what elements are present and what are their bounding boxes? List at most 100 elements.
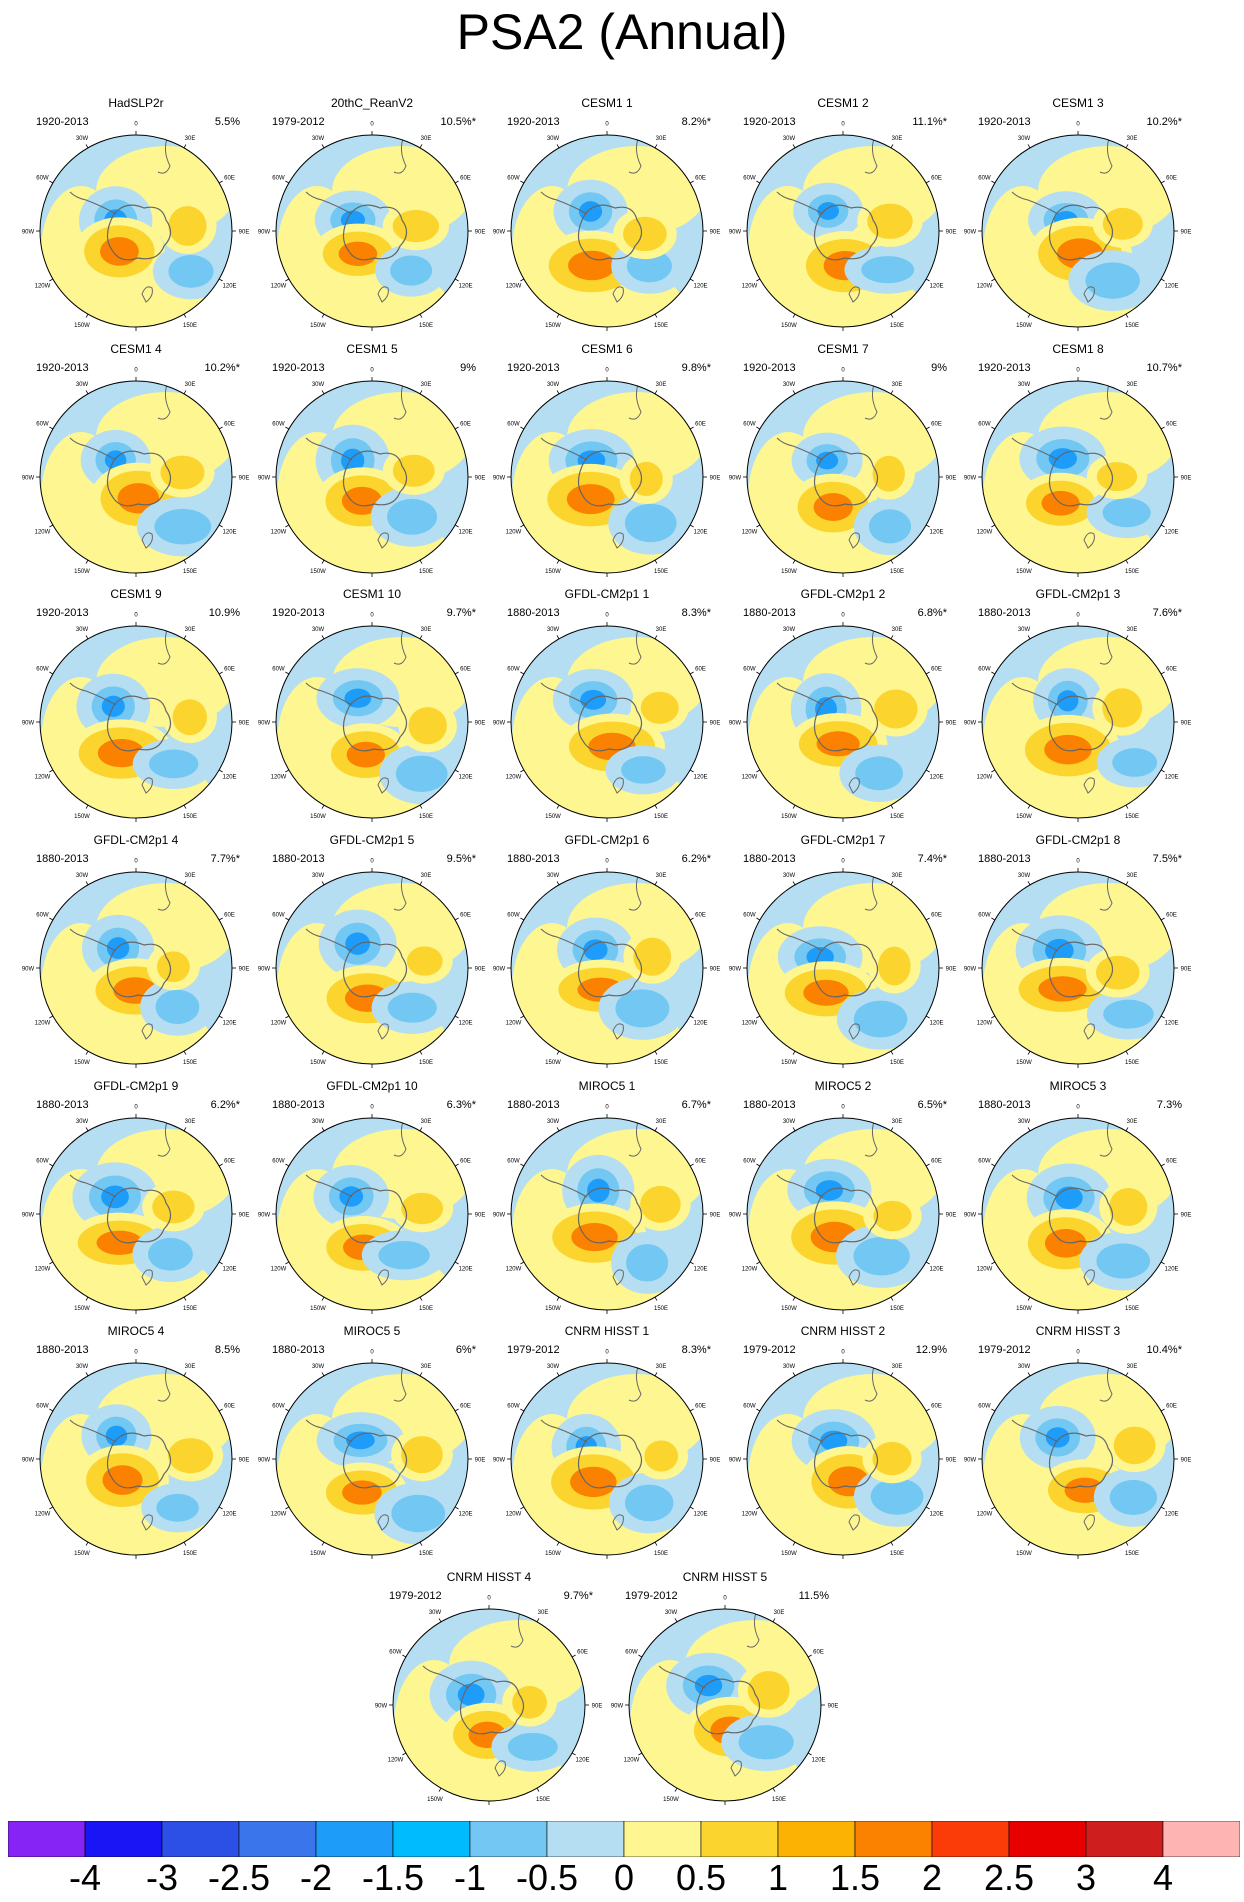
- negative-anomaly: [390, 255, 433, 286]
- lon-label: 90E: [828, 1704, 839, 1710]
- lon-label: 60E: [1166, 1404, 1177, 1410]
- lon-label: 60E: [1166, 422, 1177, 428]
- lon-tick: [674, 1618, 678, 1623]
- negative-anomaly: [853, 1236, 910, 1276]
- lon-label: 90E: [475, 1458, 486, 1464]
- panel-title: GFDL-CM2p1 7: [800, 833, 886, 847]
- map-panel: 030E60E90E120E150E180150W120W90W60W30WMI…: [960, 1079, 1196, 1317]
- lon-label: 30W: [783, 1119, 796, 1125]
- colorbar-swatch: [161, 1821, 240, 1857]
- lon-tick: [85, 1050, 89, 1055]
- south-america-coastline: [305, 682, 353, 706]
- lon-label: 30E: [185, 136, 196, 142]
- africa-coastline: [393, 135, 407, 174]
- positive-anomaly: [1102, 207, 1143, 240]
- lon-label: 90W: [729, 1213, 742, 1219]
- new-zealand-coastline: [848, 532, 860, 549]
- lon-label: 120E: [694, 530, 708, 536]
- antarctica-coastline: [342, 1187, 408, 1244]
- panel-period: 1880-2013: [743, 1099, 796, 1111]
- lon-label: 150W: [310, 1551, 326, 1557]
- lon-label: 150W: [74, 814, 90, 820]
- new-zealand-coastline: [377, 777, 389, 794]
- lon-label: 120E: [930, 284, 944, 290]
- lon-label: 120W: [35, 284, 51, 290]
- lon-label: 90E: [239, 230, 250, 236]
- lon-label: 90E: [946, 230, 957, 236]
- lon-tick: [556, 390, 560, 395]
- panel-variance: 6.5%*: [917, 1099, 947, 1111]
- negative-anomaly: [817, 202, 839, 220]
- lon-tick: [321, 804, 325, 809]
- lon-label: 120W: [742, 1267, 758, 1273]
- lon-tick: [1125, 390, 1129, 395]
- antarctica-coastline: [1048, 1187, 1114, 1244]
- positive-anomaly: [172, 699, 207, 736]
- new-zealand-coastline: [1083, 777, 1095, 794]
- lon-tick: [1125, 144, 1129, 149]
- lon-label: 60E: [224, 1404, 235, 1410]
- lon-label: 60E: [1166, 176, 1177, 182]
- antarctica-coastline: [577, 204, 643, 261]
- polar-map: 030E60E90E120E150E180150W120W90W60W30W: [258, 859, 485, 1068]
- antarctica-coastline: [1048, 450, 1114, 507]
- lon-tick: [49, 180, 54, 184]
- negative-anomaly: [154, 508, 212, 545]
- lon-tick: [654, 390, 658, 395]
- south-america-coastline: [540, 191, 588, 215]
- lon-label: 0: [841, 368, 845, 374]
- south-america-coastline: [69, 437, 117, 461]
- lon-label: 150E: [419, 814, 433, 820]
- new-zealand-coastline: [612, 1269, 624, 1286]
- lon-label: 30W: [1018, 873, 1031, 879]
- lon-tick: [1027, 1050, 1031, 1055]
- lon-label: 30E: [421, 873, 432, 879]
- colorbar-swatch: [84, 1821, 163, 1857]
- lon-tick: [183, 559, 187, 564]
- negative-anomaly: [615, 989, 670, 1028]
- map-panel: 030E60E90E120E150E180150W120W90W60W30WGF…: [960, 587, 1196, 825]
- africa-coastline: [157, 1118, 171, 1157]
- antarctica-coastline: [577, 1187, 643, 1244]
- lon-label: 90W: [729, 230, 742, 236]
- lon-tick: [689, 426, 694, 430]
- lon-label: 150E: [1125, 323, 1139, 329]
- new-zealand-coastline: [141, 532, 153, 549]
- lon-label: 120W: [35, 775, 51, 781]
- lon-label: 90E: [1181, 967, 1192, 973]
- lon-tick: [925, 1261, 930, 1265]
- lon-tick: [807, 1752, 812, 1756]
- lon-tick: [1160, 524, 1165, 528]
- lon-tick: [85, 1296, 89, 1301]
- lon-label: 60E: [460, 1159, 471, 1165]
- new-zealand-coastline: [848, 1269, 860, 1286]
- lon-tick: [218, 917, 223, 921]
- panel-variance: 9.7%*: [563, 1590, 593, 1602]
- panel-period: 1920-2013: [507, 116, 560, 128]
- antarctica-coastline: [342, 941, 408, 998]
- africa-coastline: [1099, 381, 1113, 420]
- panel-period: 1920-2013: [36, 116, 89, 128]
- lon-label: 60W: [272, 176, 285, 182]
- lon-tick: [454, 1408, 459, 1412]
- south-america-coastline: [658, 1665, 706, 1689]
- lon-label: 120W: [271, 284, 287, 290]
- lon-tick: [85, 1372, 89, 1377]
- lon-label: 0: [605, 122, 609, 128]
- lon-label: 120E: [930, 1021, 944, 1027]
- lon-label: 150W: [427, 1797, 443, 1803]
- lon-label: 30W: [547, 1119, 560, 1125]
- lon-tick: [183, 1372, 187, 1377]
- negative-anomaly: [345, 932, 371, 955]
- positive-anomaly: [878, 946, 911, 986]
- africa-coastline: [628, 626, 642, 665]
- antarctica-coastline: [342, 450, 408, 507]
- lon-label: 30E: [185, 627, 196, 633]
- lon-label: 30W: [547, 1364, 560, 1370]
- panel-variance: 6.7%*: [681, 1099, 711, 1111]
- colorbar-swatch: [1008, 1821, 1087, 1857]
- lon-label: 0: [134, 859, 138, 865]
- lon-label: 90E: [710, 1213, 721, 1219]
- lon-tick: [1027, 559, 1031, 564]
- positive-anomaly: [1102, 688, 1143, 728]
